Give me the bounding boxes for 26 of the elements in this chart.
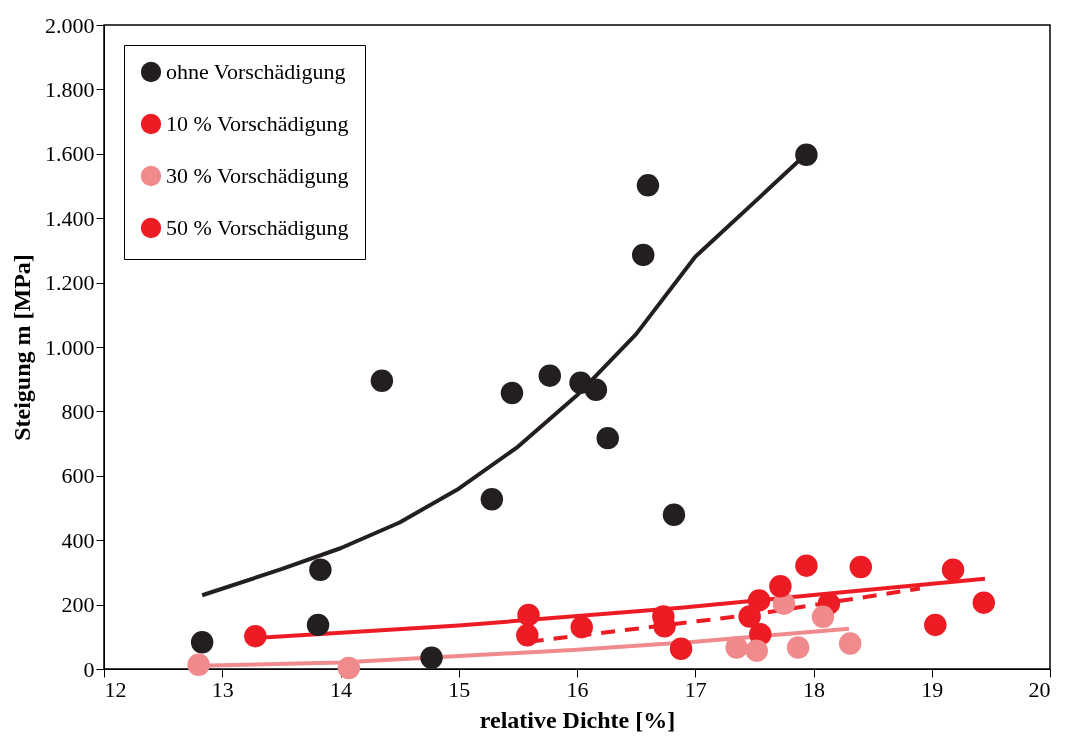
y-tick-label: 200 bbox=[61, 592, 95, 618]
x-tick-label: 18 bbox=[803, 676, 825, 702]
x-tick-label: 13 bbox=[211, 676, 234, 702]
x-tick-label: 15 bbox=[448, 676, 471, 702]
x-tick-label: 14 bbox=[330, 676, 352, 702]
y-tick-label: 1.200 bbox=[45, 270, 95, 296]
y-tick-label: 600 bbox=[61, 463, 95, 489]
legend-label: 30 % Vorschädigung bbox=[166, 163, 349, 188]
y-tick-label: 1.000 bbox=[45, 334, 95, 360]
x-tick-label: 20 bbox=[1028, 676, 1051, 702]
x-tick-label: 12 bbox=[104, 676, 127, 702]
y-tick-label: 2.000 bbox=[45, 12, 95, 38]
y-tick-label: 1.600 bbox=[45, 141, 95, 167]
x-tick-label: 16 bbox=[566, 676, 589, 702]
x-axis-title: relative Dichte [%] bbox=[479, 706, 676, 733]
y-axis-title: Steigung m [MPa] bbox=[9, 254, 35, 441]
legend-label: 50 % Vorschädigung bbox=[166, 215, 349, 240]
x-tick-label: 19 bbox=[921, 676, 944, 702]
y-tick-label: 400 bbox=[61, 527, 95, 553]
y-tick-label: 800 bbox=[61, 398, 95, 424]
y-tick-label: 1.400 bbox=[45, 205, 95, 231]
legend-label: ohne Vorschädigung bbox=[166, 59, 346, 84]
legend-label: 10 % Vorschädigung bbox=[166, 111, 349, 136]
y-tick-label: 0 bbox=[83, 656, 95, 682]
x-tick-label: 17 bbox=[684, 676, 707, 702]
y-tick-label: 1.800 bbox=[45, 76, 95, 102]
